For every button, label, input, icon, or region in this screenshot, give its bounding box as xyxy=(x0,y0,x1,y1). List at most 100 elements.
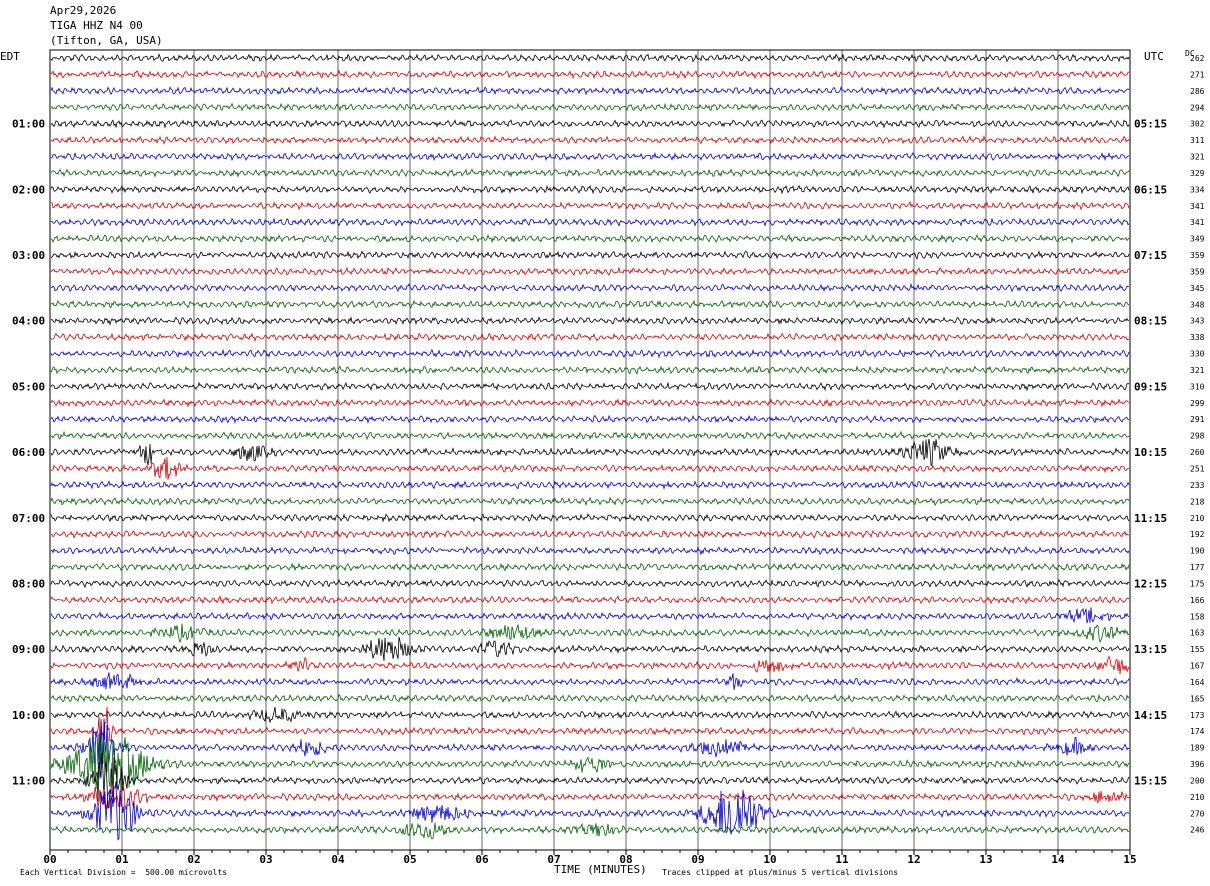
plot-frame xyxy=(49,49,1131,851)
trace-row xyxy=(50,496,1130,507)
dc-offset-label: 200 xyxy=(1190,776,1205,785)
dc-offset-label: 163 xyxy=(1190,629,1205,638)
dc-offset-label: 175 xyxy=(1190,579,1205,588)
dc-offset-label: 321 xyxy=(1190,366,1205,375)
trace-row xyxy=(50,282,1130,293)
dc-offset-label: 338 xyxy=(1190,333,1205,342)
dc-offset-label: 341 xyxy=(1190,218,1205,227)
left-hour-label: 04:00 xyxy=(12,315,45,328)
trace-row xyxy=(50,316,1130,326)
right-timezone-label: UTC xyxy=(1144,50,1164,63)
trace-row xyxy=(50,718,1130,779)
trace-row xyxy=(50,217,1130,227)
trace-row xyxy=(50,822,1130,840)
trace-row xyxy=(50,784,1130,810)
trace-row xyxy=(50,266,1130,276)
trace-row xyxy=(50,529,1130,539)
dc-offset-label: 155 xyxy=(1190,645,1205,654)
trace-row xyxy=(50,595,1130,605)
left-hour-label: 03:00 xyxy=(12,249,45,262)
dc-offset-label: 246 xyxy=(1190,826,1205,835)
left-hour-label: 06:00 xyxy=(12,446,45,459)
left-hour-label: 08:00 xyxy=(12,577,45,590)
dc-offset-label: 218 xyxy=(1190,497,1205,506)
dc-offset-label: 271 xyxy=(1190,70,1205,79)
left-hour-label: 09:00 xyxy=(12,643,45,656)
trace-row xyxy=(50,562,1130,572)
right-hour-label: 06:15 xyxy=(1134,183,1167,196)
x-tick-label: 11 xyxy=(835,853,849,866)
left-hour-label: 02:00 xyxy=(12,183,45,196)
trace-row xyxy=(50,381,1130,392)
trace-row xyxy=(50,706,1130,724)
dc-offset-label: 359 xyxy=(1190,267,1205,276)
dc-offset-label: 173 xyxy=(1190,711,1205,720)
right-hour-label: 13:15 xyxy=(1134,643,1167,656)
x-tick-label: 06 xyxy=(475,853,489,866)
trace-row xyxy=(50,234,1130,244)
scale-note: Each Vertical Division = 500.00 microvol… xyxy=(20,868,228,877)
chart-date: Apr29,2026 xyxy=(50,4,117,17)
x-axis-title: TIME (MINUTES) xyxy=(554,863,647,876)
right-hour-label: 09:15 xyxy=(1134,380,1167,393)
trace-row xyxy=(50,184,1130,195)
x-tick-label: 01 xyxy=(115,853,129,866)
trace-row xyxy=(50,480,1130,490)
x-tick-label: 08 xyxy=(619,853,632,866)
right-hour-label: 12:15 xyxy=(1134,577,1167,590)
dc-offset-label: 286 xyxy=(1190,87,1205,96)
trace-row xyxy=(50,430,1130,441)
right-hour-label: 07:15 xyxy=(1134,249,1167,262)
dc-offset-label: 260 xyxy=(1190,448,1205,457)
trace-row xyxy=(50,752,1130,809)
trace-row xyxy=(50,513,1130,523)
x-tick-label: 15 xyxy=(1123,853,1136,866)
right-hour-label: 11:15 xyxy=(1134,512,1167,525)
dc-offset-label: 270 xyxy=(1190,809,1205,818)
right-hour-label: 08:15 xyxy=(1134,315,1167,328)
trace-row xyxy=(50,151,1130,162)
trace-row xyxy=(50,636,1130,661)
trace-row xyxy=(50,672,1130,690)
dc-offset-label: 158 xyxy=(1190,612,1205,621)
dc-offset-label: 210 xyxy=(1190,514,1205,523)
trace-row xyxy=(50,299,1129,309)
dc-offset-label: 345 xyxy=(1190,284,1205,293)
dc-offset-label: 174 xyxy=(1190,727,1205,736)
dc-offset-label: 210 xyxy=(1190,793,1205,802)
clip-note: Traces clipped at plus/minus 5 vertical … xyxy=(662,868,899,877)
left-hour-label: 11:00 xyxy=(12,774,45,787)
trace-row xyxy=(50,545,1130,556)
x-tick-label: 10 xyxy=(763,853,776,866)
trace-row xyxy=(50,119,1130,129)
dc-label: DC xyxy=(1185,49,1195,58)
dc-offset-label: 192 xyxy=(1190,530,1205,539)
trace-row xyxy=(50,102,1130,112)
dc-offset-label: 359 xyxy=(1190,251,1205,260)
dc-offset-label: 190 xyxy=(1190,547,1205,556)
left-hour-label: 10:00 xyxy=(12,709,45,722)
x-tick-label: 14 xyxy=(1051,853,1065,866)
dc-offset-label: 334 xyxy=(1190,185,1205,194)
dc-offset-label: 321 xyxy=(1190,153,1205,162)
trace-row xyxy=(50,414,1130,425)
x-tick-label: 13 xyxy=(979,853,992,866)
dc-offset-label: 189 xyxy=(1190,744,1205,753)
dc-offset-label: 330 xyxy=(1190,350,1205,359)
x-tick-label: 02 xyxy=(187,853,200,866)
trace-row xyxy=(50,578,1130,589)
trace-row xyxy=(50,693,1130,703)
dc-offset-label: 233 xyxy=(1190,481,1205,490)
dc-offset-label: 177 xyxy=(1190,563,1205,572)
dc-offset-label: 302 xyxy=(1190,120,1205,129)
trace-row xyxy=(50,200,1130,211)
x-tick-label: 07 xyxy=(547,853,560,866)
dc-offset-label: 329 xyxy=(1190,169,1205,178)
dc-offset-label: 165 xyxy=(1190,694,1205,703)
trace-row xyxy=(50,398,1130,408)
right-hour-label: 14:15 xyxy=(1134,709,1167,722)
dc-offset-label: 164 xyxy=(1190,678,1205,687)
right-hour-label: 15:15 xyxy=(1134,774,1167,787)
dc-offset-label: 310 xyxy=(1190,382,1205,391)
dc-offset-label: 311 xyxy=(1190,136,1205,145)
